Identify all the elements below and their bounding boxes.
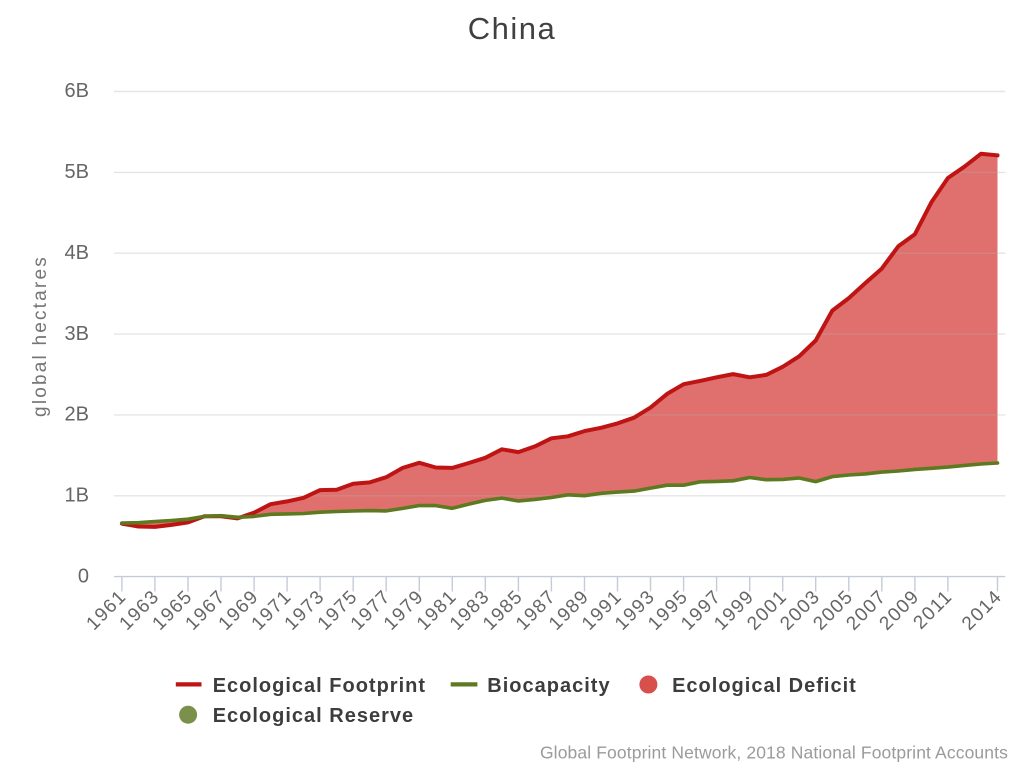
- svg-text:5B: 5B: [65, 161, 89, 183]
- svg-text:6B: 6B: [65, 80, 89, 102]
- svg-text:Ecological Footprint: Ecological Footprint: [213, 675, 426, 697]
- svg-text:China: China: [468, 11, 557, 46]
- svg-text:3B: 3B: [65, 323, 89, 345]
- svg-text:Ecological Reserve: Ecological Reserve: [213, 705, 414, 727]
- svg-text:Biocapacity: Biocapacity: [487, 675, 610, 697]
- svg-text:2014: 2014: [958, 586, 1006, 634]
- svg-text:0: 0: [78, 565, 89, 587]
- svg-text:Ecological Deficit: Ecological Deficit: [672, 675, 857, 697]
- svg-text:4B: 4B: [65, 242, 89, 264]
- svg-text:2011: 2011: [910, 586, 957, 633]
- svg-text:global hectares: global hectares: [30, 255, 51, 417]
- svg-text:Global Footprint Network, 2018: Global Footprint Network, 2018 National …: [540, 743, 1008, 763]
- svg-text:1B: 1B: [65, 484, 89, 506]
- svg-text:2B: 2B: [65, 404, 89, 426]
